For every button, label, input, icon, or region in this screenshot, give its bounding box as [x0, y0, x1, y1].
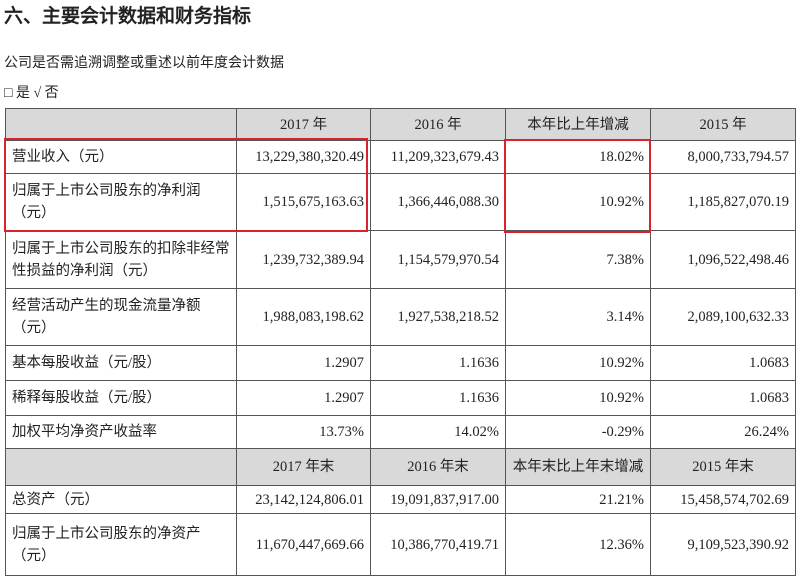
cell: 13,229,380,320.49 — [236, 140, 371, 174]
cell: 1,927,538,218.52 — [370, 288, 506, 346]
cell: 10.92% — [505, 380, 651, 416]
cell: 1.2907 — [236, 345, 371, 381]
data-row: 经营活动产生的现金流量净额 （元） 1,988,083,198.62 1,927,5… — [5, 288, 796, 346]
cell: 归属于上市公司股东的扣除非经常 性损益的净利润（元） — [5, 230, 237, 289]
cell: 7.38% — [505, 230, 651, 289]
cell: 本年末比上年末增减 — [505, 448, 651, 486]
cell: 基本每股收益（元/股） — [5, 345, 237, 381]
cell: 总资产（元） — [5, 485, 237, 514]
cell: 稀释每股收益（元/股） — [5, 380, 237, 416]
cell: 11,209,323,679.43 — [370, 140, 506, 174]
cell: 10.92% — [505, 173, 651, 231]
cell: 12.36% — [505, 513, 651, 576]
header-row: 2017 年 2016 年本年比上年增减 2015 年 — [5, 108, 796, 141]
highlight-box — [504, 139, 651, 233]
highlight-box — [4, 138, 368, 232]
cell: 15,458,574,702.69 — [650, 485, 796, 514]
cell: 归属于上市公司股东的净利润 （元） — [5, 173, 237, 231]
cell: 2015 年末 — [650, 448, 796, 486]
cell: 1.2907 — [236, 380, 371, 416]
question: 公司是否需追溯调整或重述以前年度会计数据 — [4, 56, 284, 71]
cell: 19,091,837,917.00 — [370, 485, 506, 514]
cell: 21.21% — [505, 485, 651, 514]
cell: 10,386,770,419.71 — [370, 513, 506, 576]
cell: 23,142,124,806.01 — [236, 485, 371, 514]
cell: 11,670,447,669.66 — [236, 513, 371, 576]
cell: 13.73% — [236, 415, 371, 449]
cell: -0.29% — [505, 415, 651, 449]
cell: 2016 年末 — [370, 448, 506, 486]
cell: 14.02% — [370, 415, 506, 449]
cell: 1.1636 — [370, 380, 506, 416]
cell: 1,366,446,088.30 — [370, 173, 506, 231]
data-row: 归属于上市公司股东的净资产 （元） 11,670,447,669.66 10,386… — [5, 513, 796, 576]
data-row: 归属于上市公司股东的扣除非经常 性损益的净利润（元） 1,239,732,389.… — [5, 230, 796, 289]
cell: 1,988,083,198.62 — [236, 288, 371, 346]
section-title: 六、主要会计数据和财务指标 — [4, 5, 252, 27]
data-row: 归属于上市公司股东的净利润 （元） 1,515,675,163.63 1,366,4… — [5, 173, 796, 231]
cell: 1,515,675,163.63 — [236, 173, 371, 231]
cell: 1,185,827,070.19 — [650, 173, 796, 231]
cell: 1,239,732,389.94 — [236, 230, 371, 289]
cell: 26.24% — [650, 415, 796, 449]
cell: 1,096,522,498.46 — [650, 230, 796, 289]
cell: 经营活动产生的现金流量净额 （元） — [5, 288, 237, 346]
cell: 3.14% — [505, 288, 651, 346]
data-row: 加权平均净资产收益率 13.73% 14.02% -0.29% 26.24% — [5, 415, 796, 449]
financial-table: 2017 年 2016 年本年比上年增减 2015 年营业收入（元） 13,229,3… — [5, 108, 796, 576]
cell: 加权平均净资产收益率 — [5, 415, 237, 449]
cell — [5, 448, 237, 486]
cell: 1,154,579,970.54 — [370, 230, 506, 289]
cell: 10.92% — [505, 345, 651, 381]
header-row: 2017 年末 2016 年末 本年末比上年末增减 2015 年末 — [5, 448, 796, 486]
answer: □ 是 √ 否 — [4, 86, 59, 101]
cell: 2017 年 — [236, 108, 371, 141]
cell: 2017 年末 — [236, 448, 371, 486]
cell: 8,000,733,794.57 — [650, 140, 796, 174]
cell — [5, 108, 237, 141]
data-row: 基本每股收益（元/股） 1.2907 1.1636 10.92% 1.0683 — [5, 345, 796, 381]
cell: 1.1636 — [370, 345, 506, 381]
cell: 归属于上市公司股东的净资产 （元） — [5, 513, 237, 576]
data-row: 总资产（元） 23,142,124,806.01 19,091,837,917.00… — [5, 485, 796, 514]
cell: 2016 年 — [370, 108, 506, 141]
cell: 18.02% — [505, 140, 651, 174]
data-row: 稀释每股收益（元/股） 1.2907 1.1636 10.92% 1.0683 — [5, 380, 796, 416]
cell: 1.0683 — [650, 345, 796, 381]
cell: 本年比上年增减 — [505, 108, 651, 141]
cell: 2,089,100,632.33 — [650, 288, 796, 346]
data-row: 营业收入（元） 13,229,380,320.49 11,209,323,679.4… — [5, 140, 796, 174]
cell: 营业收入（元） — [5, 140, 237, 174]
cell: 2015 年 — [650, 108, 796, 141]
cell: 1.0683 — [650, 380, 796, 416]
cell: 9,109,523,390.92 — [650, 513, 796, 576]
